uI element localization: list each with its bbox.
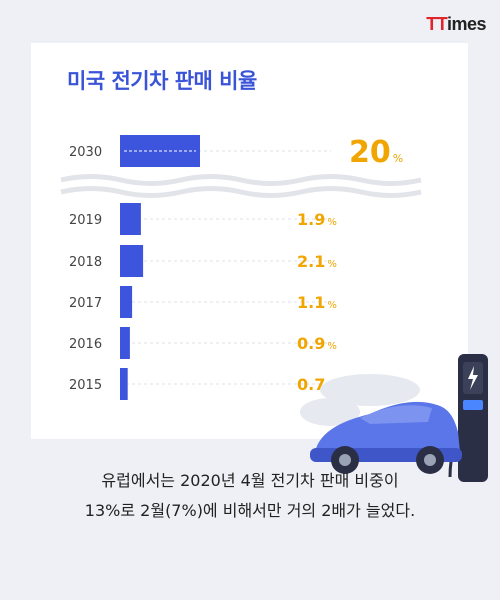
value-label: 2.1%: [297, 252, 337, 271]
unit-label: %: [327, 217, 337, 228]
bar: [120, 286, 133, 318]
unit-label: %: [327, 341, 337, 352]
bar: [120, 245, 144, 277]
category-label: 2030: [69, 145, 102, 160]
category-label: 2018: [69, 255, 102, 270]
value-label: 1.9%: [297, 210, 337, 229]
category-label: 2019: [69, 213, 102, 228]
unit-label: %: [327, 300, 337, 311]
chart-card: 미국 전기차 판매 비율 2030 20% 2019 1.9% 2018 2.1% 2017…: [31, 43, 468, 439]
electric-car-charger-illustration: [300, 354, 488, 482]
category-label: 2017: [69, 296, 102, 311]
unit-label: %: [393, 152, 403, 165]
value-label: 0.9%: [297, 334, 337, 353]
axis-break-icon: [60, 174, 422, 198]
bar: [120, 203, 141, 235]
category-label: 2016: [69, 337, 102, 352]
value-label: 1.1%: [297, 293, 337, 312]
ttimes-logo: TTimes: [426, 14, 486, 34]
bar: [120, 327, 130, 359]
chart-svg: 2030 20 % 2019 1.9 % 2018 2.1 % 2017 1.1 % 2016 0.9 % 2…: [60, 135, 422, 400]
unit-label: %: [327, 259, 337, 270]
caption-line-1: 유럽에서는 2020년 4월 전기차 판매 비중이: [101, 471, 399, 490]
category-label: 2015: [69, 378, 102, 393]
value-label: 20%: [349, 135, 403, 170]
bar: [120, 368, 128, 400]
chart-title: 미국 전기차 판매 비율: [67, 69, 257, 93]
caption-line-2: 13%로 2월(7%)에 비해서만 거의 2배가 늘었다.: [84, 501, 416, 520]
